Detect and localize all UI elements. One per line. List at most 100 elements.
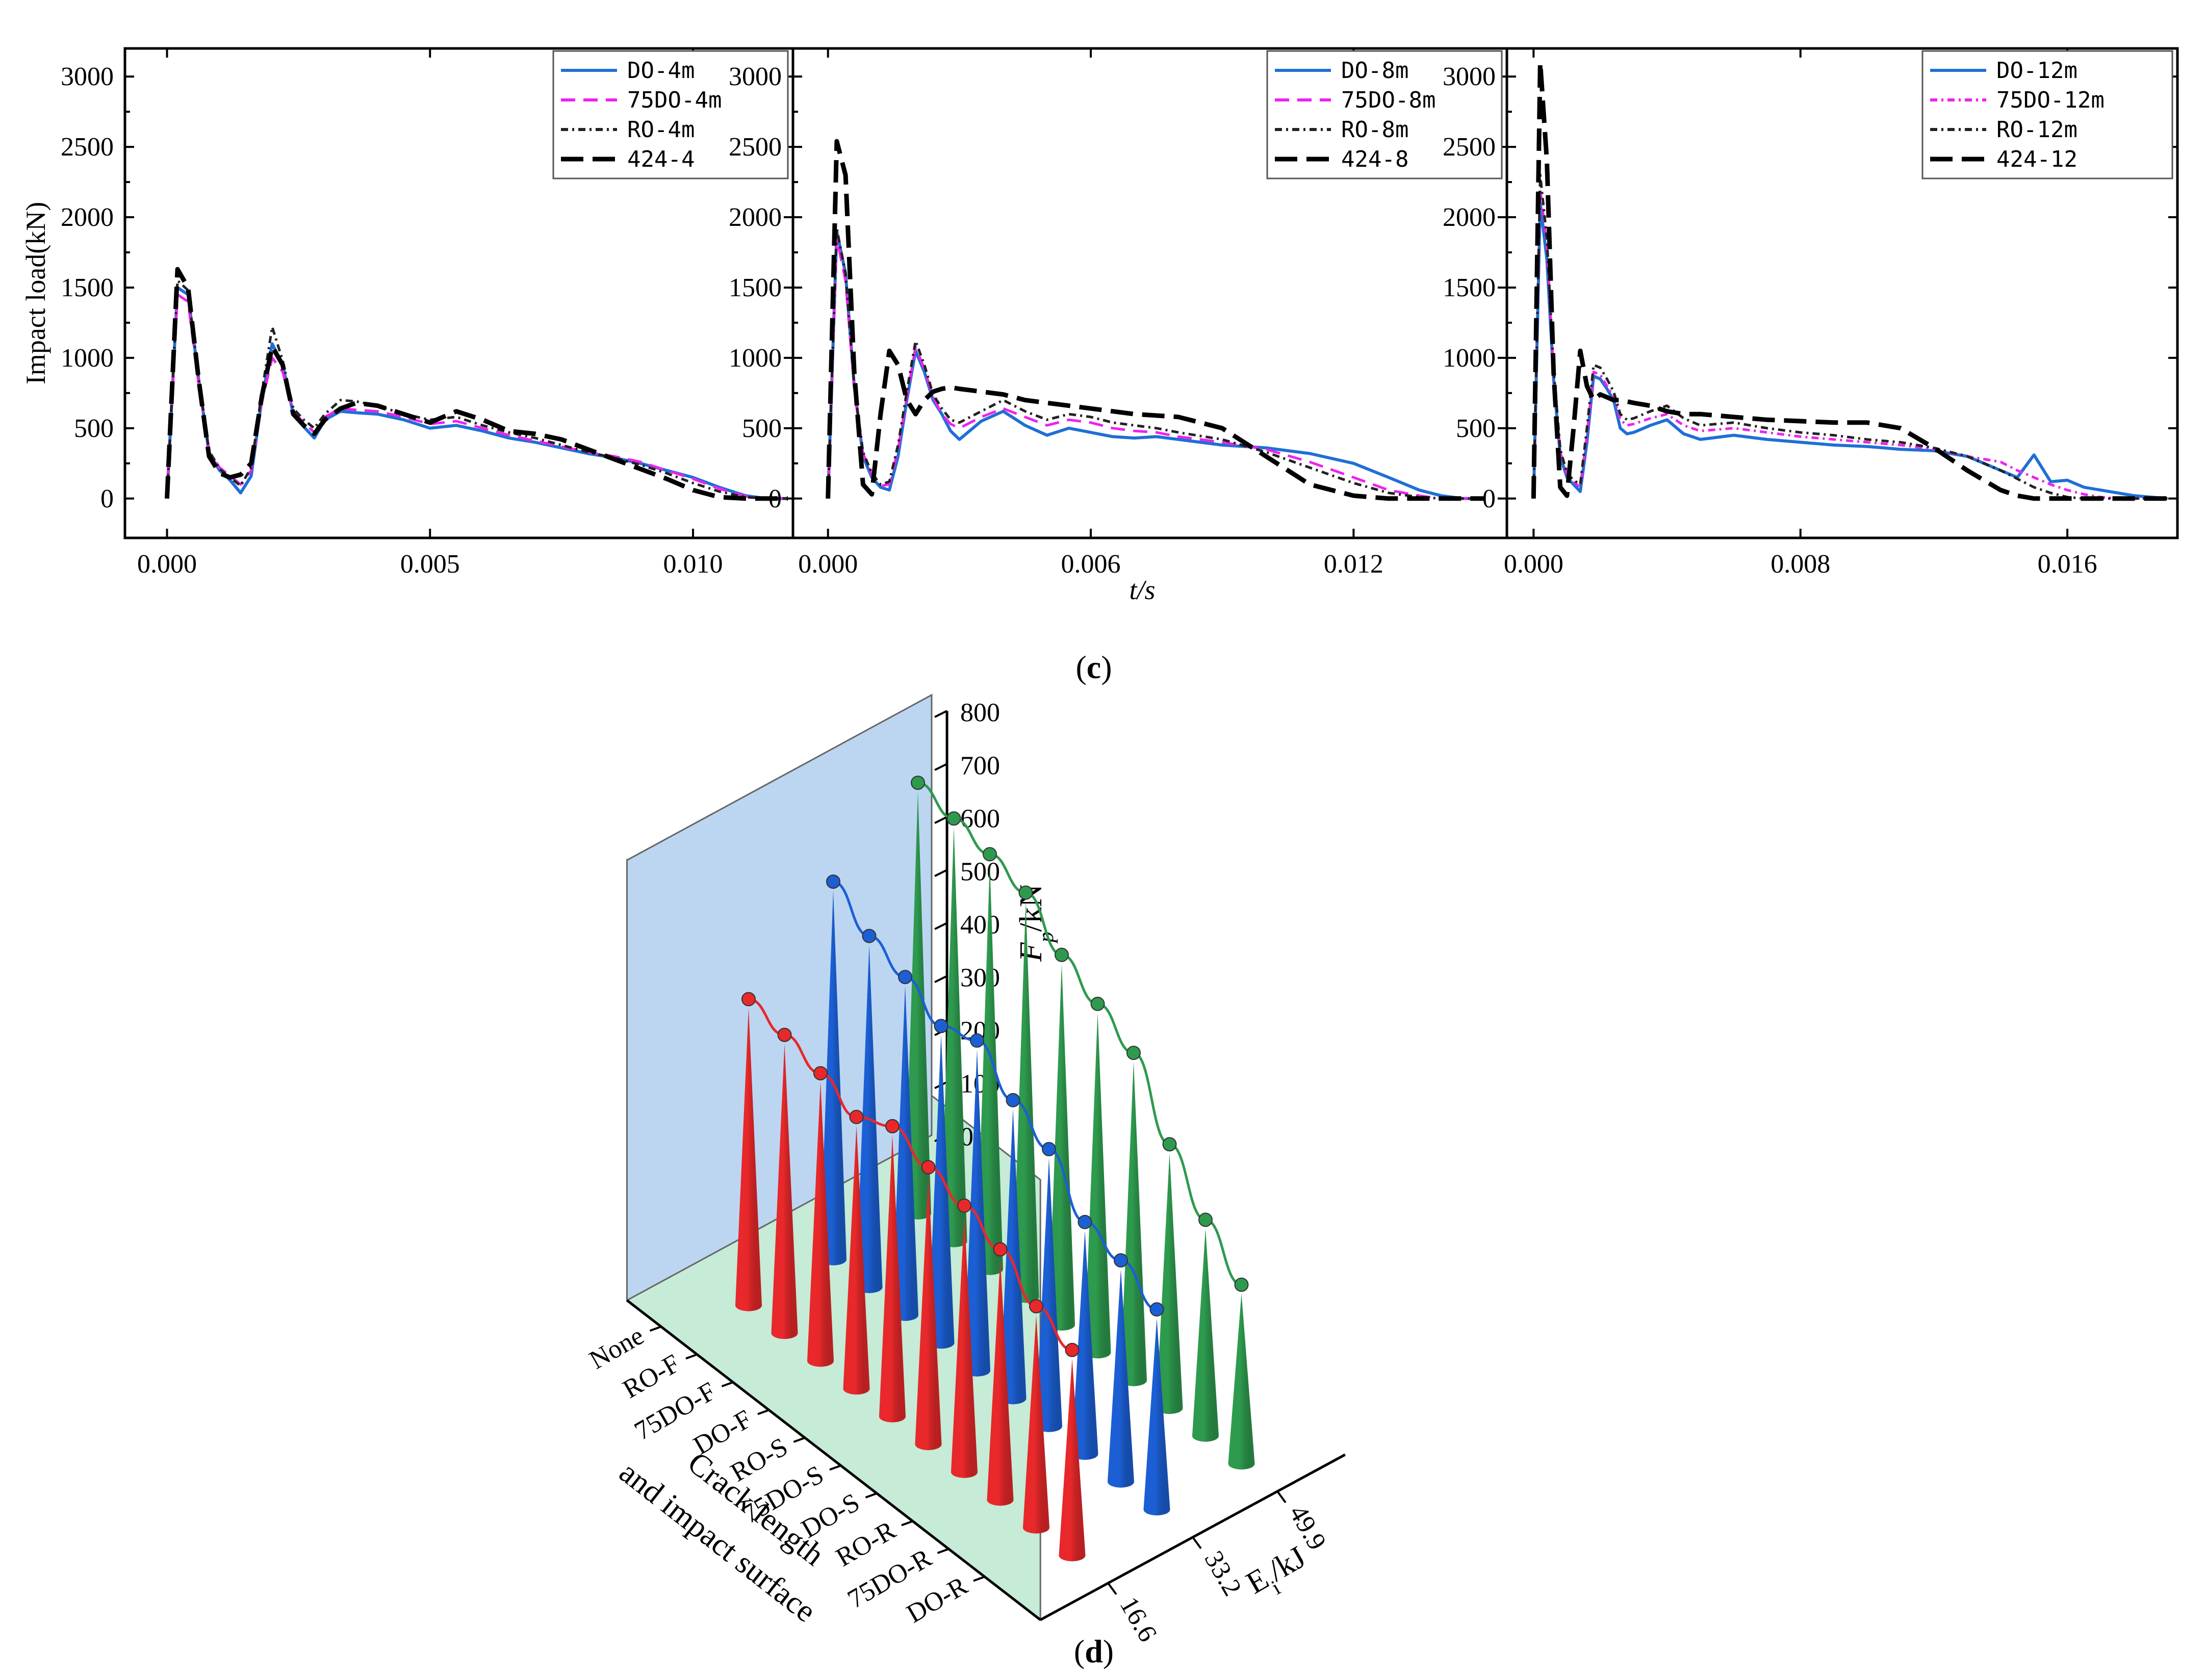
legend-label: 75DO-4m [627,87,722,113]
z-tick-label: 500 [960,857,1000,886]
legend: DO-4m 75DO-4m RO-4m 424-4 [552,50,789,179]
data-point-marker [946,811,961,826]
category-tick-mark [901,1520,913,1527]
cone-shade [843,1126,870,1395]
series-line-RO-8m [827,227,1485,500]
x-tick-label: 0.000 [137,550,197,579]
data-point-marker [970,1033,984,1048]
data-point-marker [1029,1299,1043,1313]
cone-shade [1071,1231,1098,1460]
cone-shade [1059,1359,1086,1562]
data-point-marker [898,970,912,985]
cone-shade [1023,1315,1049,1534]
data-point-marker [1090,996,1105,1011]
data-point-marker [1042,1142,1056,1156]
legend-frame [1266,50,1503,179]
y-tick-label: 0 [1482,484,1496,513]
z-tick-mark [934,816,947,824]
z-tick-label: 800 [960,698,1000,727]
legend-label: 75DO-12m [1996,87,2105,113]
cone-shade [951,1214,978,1478]
data-point-marker [993,1242,1008,1257]
series-line-DO-4m [165,286,788,500]
legend-label: 75DO-8m [1341,87,1435,113]
y-tick-label: 1000 [1443,344,1496,373]
cone-shade [905,792,931,1220]
series-line-RO-12m [1532,173,2168,500]
x-tick-label: 0.005 [400,550,460,579]
category-tick-mark [829,1464,841,1471]
legend-label: DO-8m [1341,58,1408,84]
cone-shade [964,1049,990,1377]
panel-d-3d-chart: 0100200300400500600700800Fp/kNNoneRO-F75… [584,693,1346,1647]
energy-tick-label: 16.6 [1114,1592,1163,1647]
series-line-DO-12m [1532,201,2168,500]
data-point-marker [1114,1253,1128,1268]
trend-line-16.6 [748,998,1072,1352]
data-point-marker [1234,1277,1249,1292]
cone-shade [987,1258,1014,1506]
category-tick-mark [721,1381,734,1387]
y-tick-label: 2500 [61,133,114,162]
category-axis-line [626,1299,1041,1621]
panel-c-label: (c) [1075,649,1112,685]
z-tick-label: 300 [960,963,1000,992]
x-tick-label: 0.000 [798,550,858,579]
z-tick-mark [934,869,947,877]
z-title-main: F [1014,942,1048,962]
data-point-marker [1149,1302,1164,1317]
y-tick-label: 2000 [729,203,782,232]
data-point-marker [921,1160,936,1175]
series-line-RO-4m [166,279,788,500]
energy-tick-mark [1276,1490,1287,1504]
z-tick-label: 400 [960,910,1000,939]
legend-label: RO-12m [1996,117,2077,143]
category-tick-mark [937,1548,950,1554]
cone-shade [1120,1062,1147,1386]
cone-shade [771,1044,798,1339]
plot-frame [1505,47,2179,539]
legend-label: DO-12m [1996,58,2077,84]
cone-shade [1108,1270,1134,1488]
cone-shade [915,1176,942,1451]
z-tick-mark [934,710,947,718]
y-tick-label: 1000 [729,344,782,373]
cone-shade [928,1035,955,1349]
data-point-marker [911,776,925,790]
data-point-marker [1055,947,1069,962]
y-tick-label: 1500 [1443,273,1496,302]
data-point-marker [1126,1046,1141,1060]
data-point-marker [813,1066,828,1080]
data-point-marker [1198,1212,1213,1227]
cone-shade [1156,1153,1183,1414]
cone-shade [1143,1319,1170,1516]
z-tick-label: 700 [960,751,1000,780]
z-tick-label: 600 [960,804,1000,833]
energy-tick-label: 33.2 [1199,1546,1247,1601]
cone-shade [1036,1158,1062,1432]
x-tick-label: 0.016 [2038,550,2097,579]
data-point-marker [1018,885,1033,900]
data-point-marker [849,1109,864,1124]
trend-line-33.2 [833,880,1157,1311]
series-line-424-8 [826,139,1485,501]
legend-label: RO-8m [1341,117,1408,143]
legend-label: RO-4m [627,117,695,143]
category-tick-mark [649,1326,662,1332]
energy-tick-mark [1192,1536,1202,1549]
series-line-DO-8m [826,229,1485,500]
y-tick-label: 1000 [61,344,114,373]
data-point-marker [957,1198,971,1213]
cone-shade [1228,1294,1255,1470]
line-chart-3: 0 500 1000 1500 2000 2500 3000 0.000 0.008 0.016 D… [1443,47,2179,579]
y-tick-label: 2000 [61,203,114,232]
legend-label: 424-8 [1341,146,1408,172]
cone-shade [1192,1229,1219,1442]
y-tick-label: 1500 [61,273,114,302]
energy-tick-mark [1107,1582,1117,1595]
data-point-marker [826,874,840,889]
cone-shade [820,891,847,1265]
y-tick-label: 2500 [729,133,782,162]
y-tick-label: 0 [100,484,114,513]
